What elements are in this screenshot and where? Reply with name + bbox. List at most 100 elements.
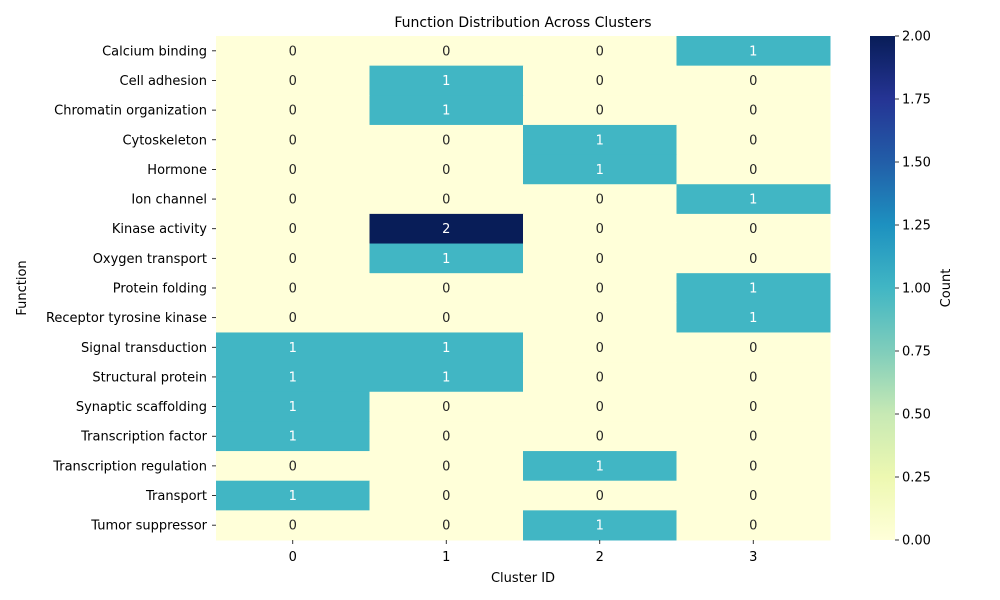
heatmap-cell [369,510,524,541]
heatmap-cell [369,95,524,126]
cell-value-label: 1 [749,311,757,326]
heatmap-cell [523,480,677,511]
heatmap-cell [676,154,831,185]
heatmap-cell [369,451,524,482]
heatmap-cell [369,302,524,333]
cell-value-label: 0 [596,430,604,445]
colorbar-tick-label: 1.75 [902,93,931,108]
heatmap-cell [523,302,677,333]
heatmap-cell [523,36,677,67]
cell-value-label: 1 [442,252,450,267]
heatmap-cell [523,95,677,126]
y-tick-label: Chromatin organization [54,104,207,119]
cell-value-label: 0 [749,74,757,89]
heatmap-cells [216,36,831,541]
y-tick-label: Receptor tyrosine kinase [46,311,207,326]
y-axis: Calcium binding Cell adhesion Chromatin or… [46,44,216,534]
cell-value-label: 0 [596,370,604,385]
cell-value-label: 1 [749,44,757,59]
cell-value-label: 0 [749,370,757,385]
heatmap-cell [676,273,831,304]
heatmap-cell [523,124,677,156]
heatmap-cell [676,124,831,156]
heatmap-cell [216,213,370,245]
heatmap-cell-labels: 0 0 0 1 0 1 0 0 0 1 0 0 0 0 1 0 0 0 1 0 0 0 0 1 0 2 0 0 0 1 0 0 0 0 0 1 0 0 0 1… [289,44,758,533]
colorbar-ticks: 0.00 0.25 0.50 0.75 1.00 1.25 1.50 1.75 2.00 [895,30,931,549]
heatmap-cell [216,421,370,452]
heatmap-cell [676,332,831,363]
heatmap-cell [216,65,370,96]
heatmap-cell [369,480,524,511]
heatmap-cell [216,362,370,393]
cell-value-label: 0 [289,163,297,178]
y-tick-label: Protein folding [113,282,207,297]
cell-value-label: 0 [442,163,450,178]
colorbar-tick-label: 0.50 [902,408,931,423]
heatmap-cell [523,510,677,541]
cell-value-label: 1 [289,400,297,415]
colorbar-tick-label: 0.00 [902,534,931,549]
colorbar-tick-label: 1.50 [902,156,931,171]
colorbar [870,36,895,540]
y-tick-label: Oxygen transport [93,252,207,267]
cell-value-label: 1 [596,163,604,178]
y-tick-label: Structural protein [92,370,207,385]
cell-value-label: 0 [596,222,604,237]
cell-value-label: 0 [749,252,757,267]
heatmap-cell [523,273,677,304]
cell-value-label: 0 [749,222,757,237]
cell-value-label: 0 [289,193,297,208]
heatmap-cell [523,362,677,393]
cell-value-label: 1 [596,459,604,474]
cell-value-label: 0 [289,104,297,119]
y-tick-label: Calcium binding [102,44,207,59]
heatmap-cell [216,510,370,541]
heatmap-cell [676,184,831,215]
cell-value-label: 1 [442,341,450,356]
heatmap-cell [216,391,370,422]
cell-value-label: 0 [596,74,604,89]
heatmap-cell [369,362,524,393]
y-tick-label: Cytoskeleton [122,133,207,148]
x-axis-label: Cluster ID [491,571,555,586]
heatmap-cell [676,421,831,452]
cell-value-label: 0 [442,519,450,534]
heatmap-cell [523,184,677,215]
cell-value-label: 1 [749,282,757,297]
cell-value-label: 0 [749,104,757,119]
heatmap-cell [676,95,831,126]
heatmap-cell [523,243,677,274]
y-axis-label: Function [15,260,30,315]
heatmap-cell [676,36,831,67]
y-tick-label: Cell adhesion [120,74,207,89]
heatmap-cell [523,391,677,422]
cell-value-label: 0 [289,459,297,474]
cell-value-label: 0 [596,341,604,356]
cell-value-label: 2 [442,222,450,237]
cell-value-label: 0 [749,489,757,504]
cell-value-label: 1 [289,430,297,445]
cell-value-label: 1 [596,519,604,534]
cell-value-label: 0 [749,430,757,445]
y-tick-label: Tumor suppressor [90,519,207,534]
heatmap-cell [216,302,370,333]
cell-value-label: 0 [442,44,450,59]
cell-value-label: 0 [442,459,450,474]
cell-value-label: 0 [749,519,757,534]
heatmap-cell [216,36,370,67]
cell-value-label: 0 [596,400,604,415]
cell-value-label: 1 [289,370,297,385]
heatmap-cell [523,332,677,363]
cell-value-label: 0 [442,133,450,148]
heatmap-cell [369,36,524,67]
heatmap-cell [369,243,524,274]
chart-title: Function Distribution Across Clusters [394,15,651,31]
cell-value-label: 1 [442,104,450,119]
y-tick-label: Kinase activity [112,222,207,237]
cell-value-label: 0 [749,459,757,474]
cell-value-label: 0 [442,430,450,445]
cell-value-label: 0 [289,311,297,326]
x-tick-label: 3 [749,550,757,565]
cell-value-label: 1 [289,489,297,504]
cell-value-label: 0 [596,104,604,119]
